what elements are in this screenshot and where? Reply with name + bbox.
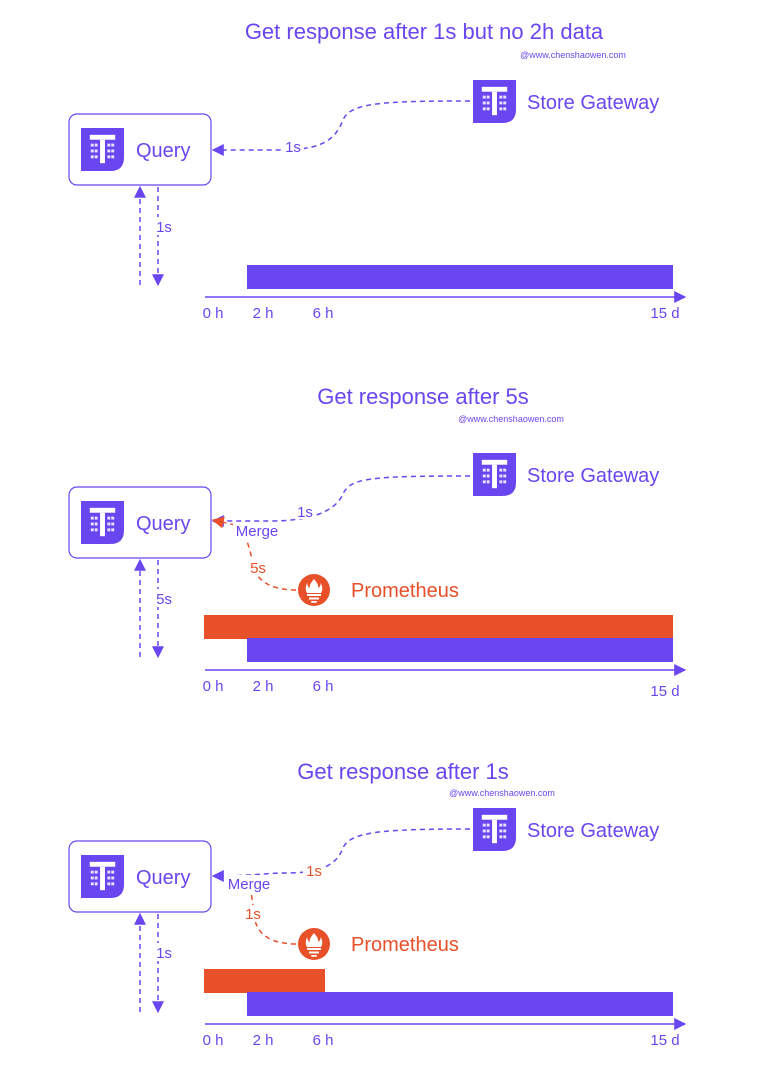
response-latency-label: 1s	[156, 219, 172, 236]
axis-tick: 6 h	[313, 1032, 334, 1049]
prometheus-icon	[298, 574, 330, 606]
prometheus-to-query-arrow	[249, 889, 297, 945]
store-latency-label: 1s	[297, 504, 313, 521]
prometheus-latency-label: 5s	[250, 560, 266, 577]
credit-text: @www.chenshaowen.com	[449, 788, 555, 798]
query-label: Query	[136, 867, 190, 889]
store-data-bar	[247, 992, 673, 1016]
panel-title: Get response after 1s	[297, 759, 509, 784]
axis-tick: 0 h	[203, 1032, 224, 1049]
response-latency-label: 1s	[156, 945, 172, 962]
thanos-query-icon	[81, 855, 124, 898]
prometheus-data-bar	[204, 615, 673, 639]
query-label: Query	[136, 513, 190, 535]
store-latency-label: 1s	[306, 863, 322, 880]
axis-tick: 0 h	[203, 678, 224, 695]
panel-3: Get response after 1s @www.chenshaowen.c…	[68, 759, 687, 1049]
merge-label: Merge	[228, 876, 271, 893]
store-gateway-label: Store Gateway	[527, 465, 659, 487]
prometheus-data-bar	[204, 969, 325, 993]
store-gateway-label: Store Gateway	[527, 92, 659, 114]
axis-tick: 6 h	[313, 678, 334, 695]
panel-title: Get response after 1s but no 2h data	[245, 19, 604, 44]
axis-tick: 15 d	[650, 683, 679, 700]
thanos-store-icon	[473, 80, 516, 123]
query-label: Query	[136, 140, 190, 162]
store-to-query-arrow	[211, 828, 471, 882]
panel-1: Get response after 1s but no 2h data @ww…	[68, 19, 687, 322]
credit-text: @www.chenshaowen.com	[458, 414, 564, 424]
axis-tick: 2 h	[253, 678, 274, 695]
axis-tick: 6 h	[313, 305, 334, 322]
axis-tick: 2 h	[253, 1032, 274, 1049]
panel-2: Get response after 5s @www.chenshaowen.c…	[68, 384, 687, 700]
store-data-bar	[247, 265, 673, 289]
store-gateway-label: Store Gateway	[527, 820, 659, 842]
credit-text: @www.chenshaowen.com	[520, 50, 626, 60]
axis-tick: 15 d	[650, 305, 679, 322]
thanos-query-icon	[81, 501, 124, 544]
prometheus-label: Prometheus	[351, 580, 459, 602]
response-latency-label: 5s	[156, 591, 172, 608]
prometheus-icon	[298, 928, 330, 960]
store-to-query-arrow	[211, 100, 471, 156]
panel-title: Get response after 5s	[317, 384, 529, 409]
merge-label: Merge	[236, 523, 279, 540]
thanos-store-icon	[473, 808, 516, 851]
thanos-query-icon	[81, 128, 124, 171]
store-data-bar	[247, 638, 673, 662]
axis-tick: 0 h	[203, 305, 224, 322]
axis-tick: 2 h	[253, 305, 274, 322]
store-to-query-arrow	[211, 475, 471, 527]
thanos-store-icon	[473, 453, 516, 496]
store-latency-label: 1s	[285, 139, 301, 156]
prometheus-label: Prometheus	[351, 934, 459, 956]
axis-tick: 15 d	[650, 1032, 679, 1049]
prometheus-latency-label: 1s	[245, 906, 261, 923]
